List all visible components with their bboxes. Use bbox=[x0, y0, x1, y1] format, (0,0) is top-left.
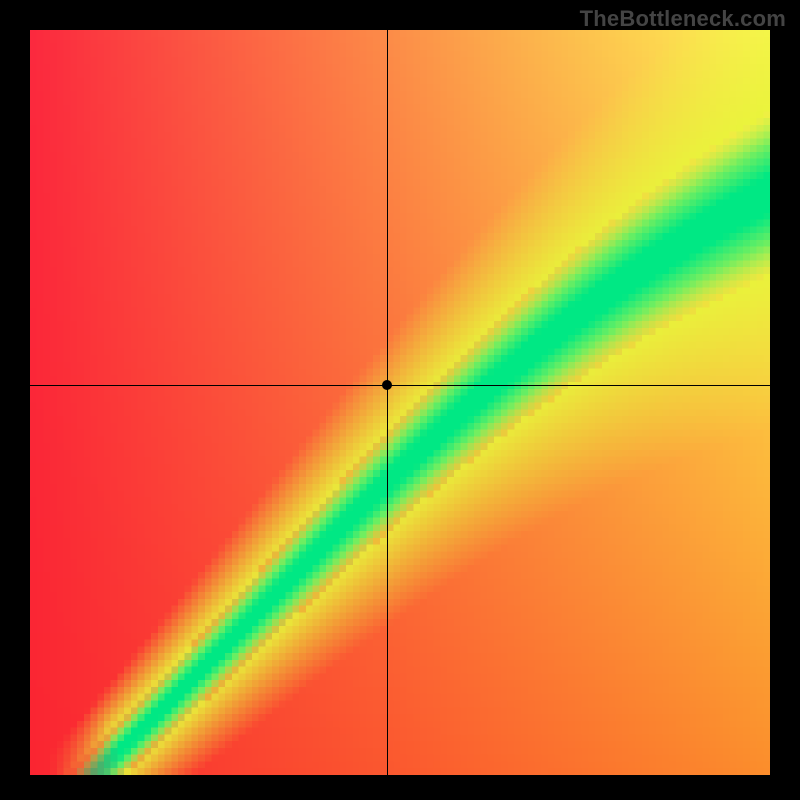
watermark-text: TheBottleneck.com bbox=[580, 6, 786, 32]
crosshair-vertical bbox=[387, 30, 388, 775]
crosshair-horizontal bbox=[30, 385, 770, 386]
heatmap-canvas bbox=[30, 30, 770, 775]
crosshair-dot bbox=[382, 380, 392, 390]
chart-frame: TheBottleneck.com bbox=[0, 0, 800, 800]
